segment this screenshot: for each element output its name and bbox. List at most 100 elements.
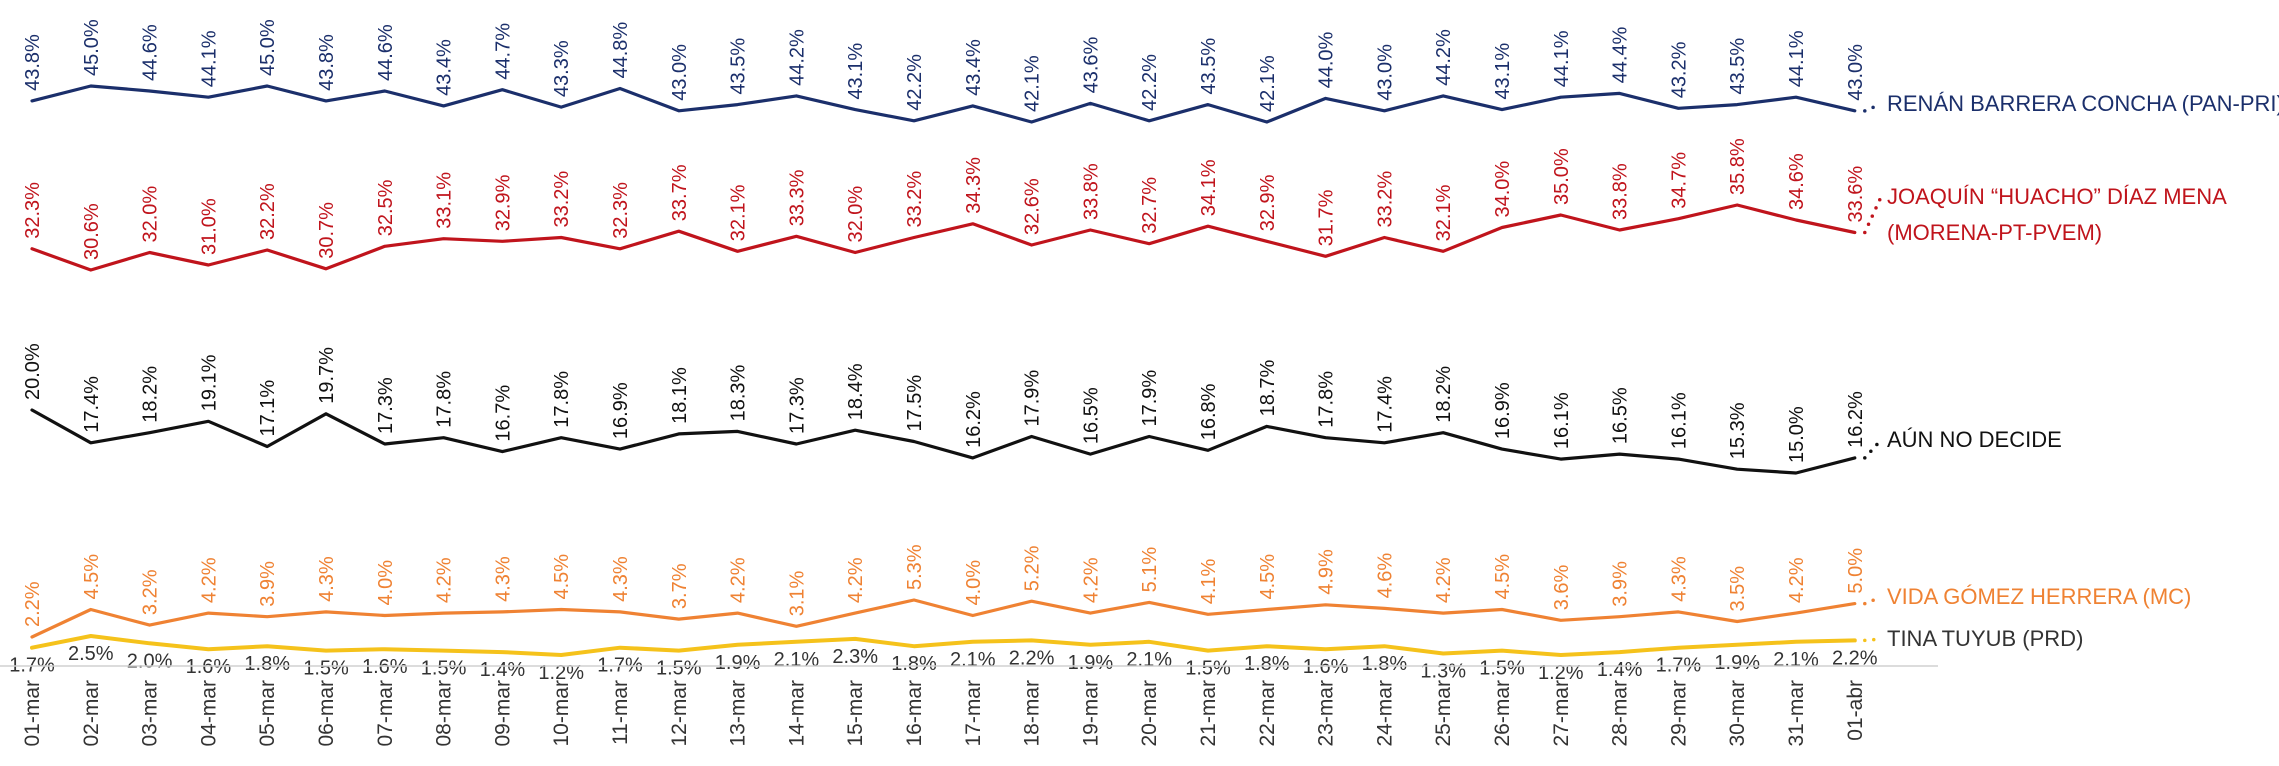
x-tick-label: 01-abr xyxy=(1844,680,1867,741)
data-label: 33.6% xyxy=(1845,166,1867,223)
data-label: 17.8% xyxy=(551,371,573,428)
data-label: 4.5% xyxy=(1257,554,1279,600)
data-label: 44.7% xyxy=(492,23,514,80)
data-label: 44.6% xyxy=(375,24,397,81)
legend-connector xyxy=(1863,637,1883,643)
data-label: 43.2% xyxy=(1668,41,1690,98)
data-label: 4.2% xyxy=(1433,557,1455,603)
data-label: 33.3% xyxy=(786,169,808,226)
legend-label: RENÁN BARRERA CONCHA (PAN-PRI) xyxy=(1887,91,2279,116)
series-line xyxy=(30,203,1857,272)
x-tick-label: 27-mar xyxy=(1550,680,1573,747)
data-label: 44.1% xyxy=(198,30,220,87)
x-tick-label: 13-mar xyxy=(727,680,750,747)
data-label: 16.8% xyxy=(1198,383,1220,440)
data-label: 4.2% xyxy=(845,557,867,603)
data-label: 4.2% xyxy=(434,557,456,603)
data-label: 2.1% xyxy=(950,649,996,671)
series-5: 1.7%2.5% 2.0% 1.6% 1.8% 1.5% 1.6% 1.5% 1.4% 1.2%… xyxy=(9,634,1883,684)
data-label: 1.9% xyxy=(1714,652,1760,674)
data-label: 43.6% xyxy=(1080,36,1102,93)
data-label: 15.3% xyxy=(1727,402,1749,459)
data-label: 32.5% xyxy=(375,179,397,236)
data-label: 17.4% xyxy=(81,376,103,433)
data-label: 2.2% xyxy=(22,581,44,627)
data-label: 30.7% xyxy=(316,202,338,259)
data-label: 1.5% xyxy=(1479,658,1525,680)
data-label: 2.1% xyxy=(1126,649,1172,671)
data-label: 1.8% xyxy=(1244,653,1290,675)
data-label: 16.7% xyxy=(492,385,514,442)
data-label: 44.4% xyxy=(1610,26,1632,83)
data-label: 34.6% xyxy=(1786,153,1808,210)
data-label: 43.0% xyxy=(1374,44,1396,101)
data-label: 34.7% xyxy=(1668,152,1690,209)
data-label: 4.9% xyxy=(1316,549,1338,595)
x-tick-label: 17-mar xyxy=(962,680,985,747)
series-layer: 43.8% 45.0% 44.6% 44.1% 45.0% 43.8% 44.6% 43.4%… xyxy=(9,19,1883,684)
legend-label: VIDA GÓMEZ HERRERA (MC) xyxy=(1887,584,2191,609)
data-label: 44.2% xyxy=(1433,29,1455,86)
x-tick-label: 28-mar xyxy=(1609,680,1632,747)
data-label: 43.5% xyxy=(728,38,750,95)
x-tick-label: 04-mar xyxy=(197,680,220,747)
data-label: 43.8% xyxy=(22,34,44,91)
x-tick-label: 30-mar xyxy=(1726,680,1749,747)
data-label: 33.2% xyxy=(1374,171,1396,228)
legend-label: (MORENA-PT-PVEM) xyxy=(1887,220,2102,245)
data-label: 44.8% xyxy=(610,22,632,79)
data-label: 4.6% xyxy=(1374,553,1396,599)
data-label: 43.8% xyxy=(316,34,338,91)
x-tick-label: 07-mar xyxy=(374,680,397,747)
data-label: 1.8% xyxy=(891,653,937,675)
data-label: 43.3% xyxy=(551,40,573,97)
data-label: 4.0% xyxy=(375,560,397,606)
data-label: 44.1% xyxy=(1786,30,1808,87)
data-label: 43.1% xyxy=(845,43,867,100)
data-label: 45.0% xyxy=(257,19,279,76)
data-label: 18.2% xyxy=(1433,366,1455,423)
data-label: 15.0% xyxy=(1786,406,1808,463)
data-label: 42.2% xyxy=(1139,54,1161,111)
data-label: 16.2% xyxy=(963,391,985,448)
data-label: 1.8% xyxy=(1362,653,1408,675)
data-label: 17.9% xyxy=(1139,370,1161,427)
x-tick-label: 24-mar xyxy=(1373,680,1396,747)
data-label: 3.9% xyxy=(1610,561,1632,607)
data-label: 32.7% xyxy=(1139,177,1161,234)
legend-connector xyxy=(1863,102,1883,113)
x-tick-label: 18-mar xyxy=(1021,680,1044,747)
legend: RENÁN BARRERA CONCHA (PAN-PRI) JOAQUÍN “H… xyxy=(1887,91,2279,651)
data-label: 34.0% xyxy=(1492,161,1514,218)
data-label: 16.9% xyxy=(1492,382,1514,439)
data-label: 18.3% xyxy=(728,364,750,421)
legend-connector xyxy=(1863,195,1883,235)
data-label: 16.5% xyxy=(1080,387,1102,444)
data-label: 3.9% xyxy=(257,561,279,607)
data-label: 32.6% xyxy=(1022,178,1044,235)
data-label: 43.4% xyxy=(434,39,456,96)
series-line xyxy=(30,634,1857,657)
x-tick-label: 23-mar xyxy=(1315,680,1338,747)
data-label: 3.6% xyxy=(1551,564,1573,610)
series-line xyxy=(30,84,1857,124)
x-tick-label: 16-mar xyxy=(903,680,926,747)
data-label: 16.1% xyxy=(1668,392,1690,449)
data-label: 32.9% xyxy=(1257,174,1279,231)
x-tick-label: 26-mar xyxy=(1491,680,1514,747)
series-1: 43.8% 45.0% 44.6% 44.1% 45.0% 43.8% 44.6% 43.4%… xyxy=(22,19,1883,124)
data-label: 2.2% xyxy=(1832,647,1878,669)
data-label: 1.5% xyxy=(303,658,349,680)
data-label: 31.7% xyxy=(1316,189,1338,246)
data-label: 1.3% xyxy=(1420,661,1466,683)
data-label: 4.5% xyxy=(551,554,573,600)
legend-label: JOAQUÍN “HUACHO” DÍAZ MENA xyxy=(1887,184,2227,209)
data-label: 33.8% xyxy=(1610,163,1632,220)
data-label: 5.1% xyxy=(1139,547,1161,593)
data-label: 44.0% xyxy=(1316,31,1338,88)
data-label: 16.2% xyxy=(1845,391,1867,448)
data-label: 1.4% xyxy=(480,659,526,681)
data-label: 20.0% xyxy=(22,343,44,400)
series-2: 32.3% 30.6% 32.0% 31.0% 32.2% 30.7% 32.5% 33.1%… xyxy=(22,138,1883,272)
